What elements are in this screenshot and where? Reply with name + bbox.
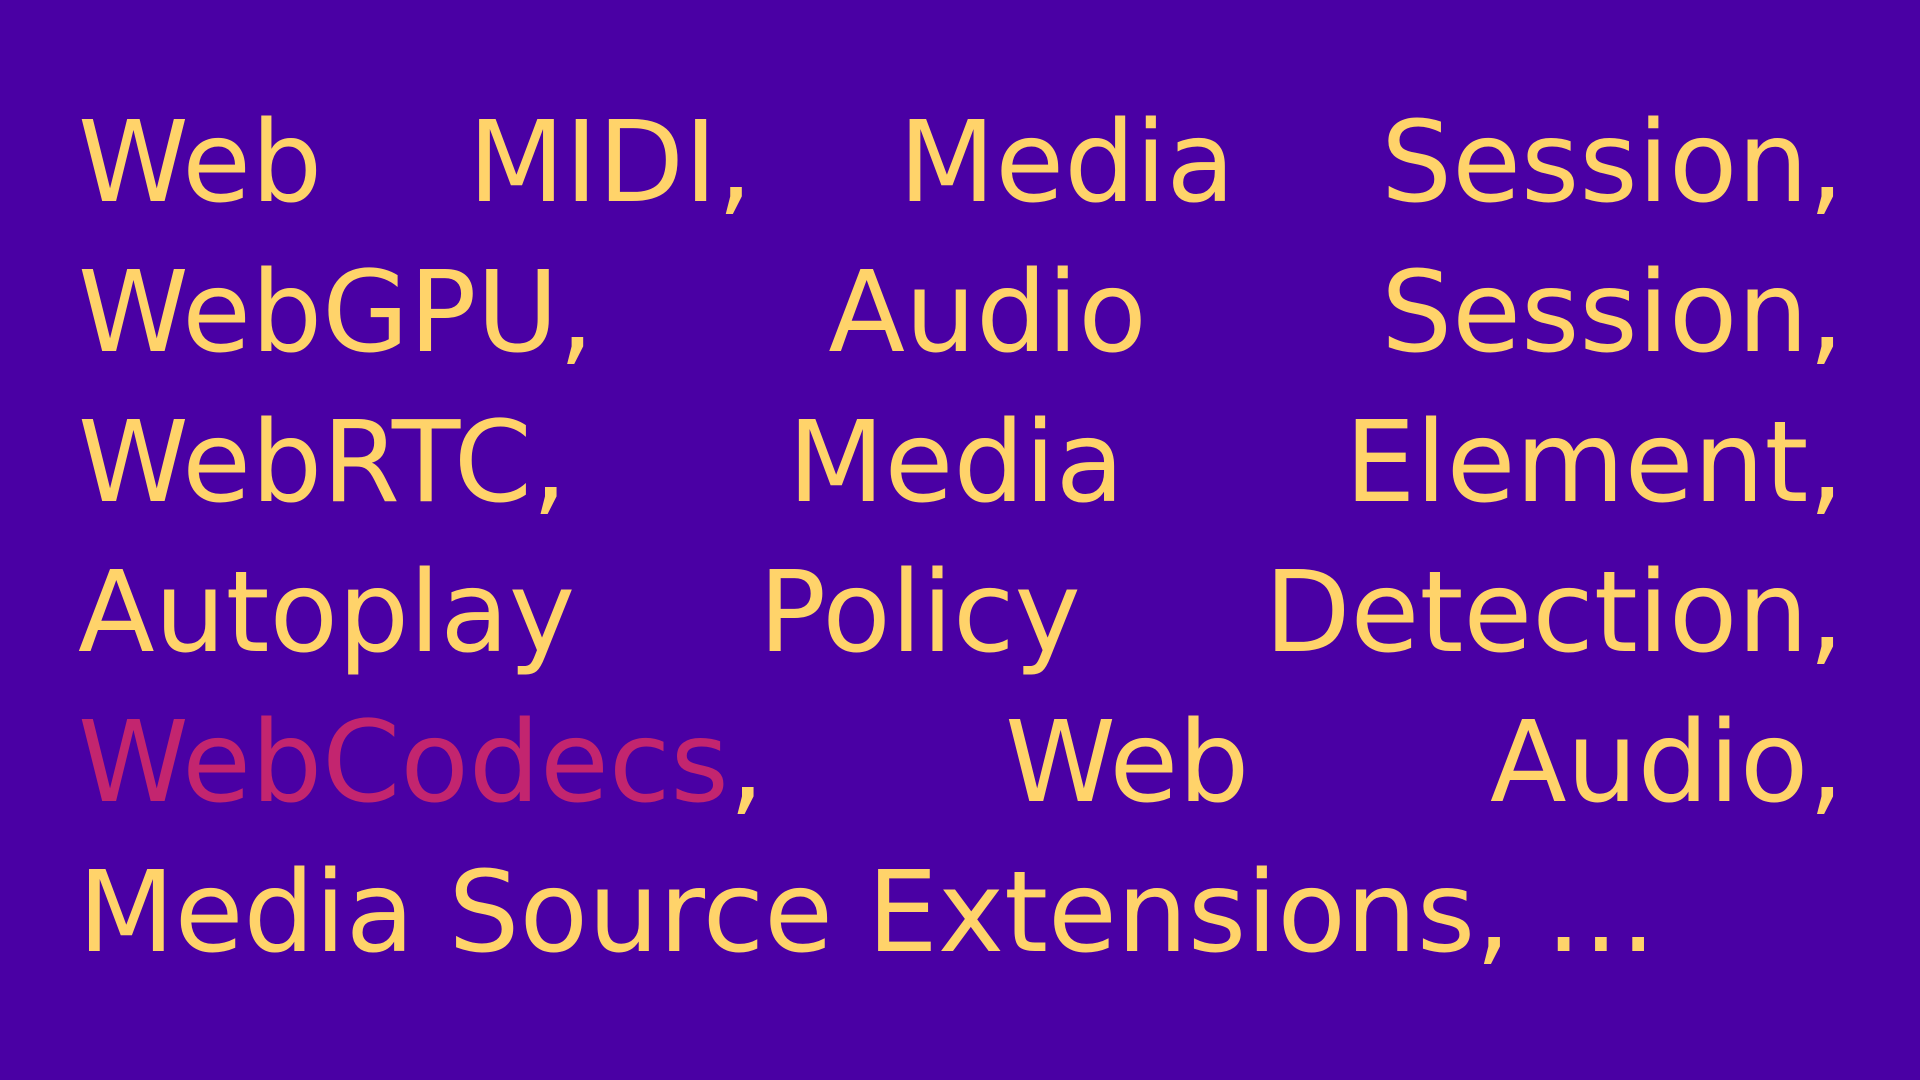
api-word: WebGPU, [78, 248, 595, 378]
api-word: Media [898, 98, 1236, 228]
api-line: Autoplay Policy Detection, [78, 538, 1844, 688]
api-line: WebGPU, Audio Session, [78, 238, 1844, 388]
api-line: WebRTC, Media Element, [78, 388, 1844, 538]
api-word: MIDI, [468, 98, 753, 228]
api-word: Session, [1381, 248, 1844, 378]
api-word: Web [78, 98, 323, 228]
api-word: Element, [1344, 398, 1844, 528]
api-word: Detection, [1264, 548, 1844, 678]
api-line: Media Source Extensions, … [78, 838, 1844, 988]
api-word: Policy [758, 548, 1081, 678]
api-word: Session, [1381, 98, 1844, 228]
api-word: Source [448, 848, 834, 978]
webcodecs-highlight: WebCodecs [78, 698, 729, 828]
ellipsis: … [1544, 848, 1657, 978]
api-word: Audio, [1490, 698, 1844, 828]
api-word: Audio [828, 248, 1147, 378]
api-word: Autoplay [78, 548, 576, 678]
api-word: Media [787, 398, 1125, 528]
comma: , [728, 698, 765, 828]
highlighted-api-word: WebCodecs, [78, 688, 764, 838]
api-list: Web MIDI, Media Session, WebGPU, Audio S… [78, 88, 1844, 988]
api-word: Media [78, 848, 415, 978]
api-line: WebCodecs, Web Audio, [78, 688, 1844, 838]
api-word: Web [1005, 698, 1250, 828]
api-word: Extensions, [867, 848, 1511, 978]
api-word: WebRTC, [78, 398, 568, 528]
api-line: Web MIDI, Media Session, [78, 88, 1844, 238]
